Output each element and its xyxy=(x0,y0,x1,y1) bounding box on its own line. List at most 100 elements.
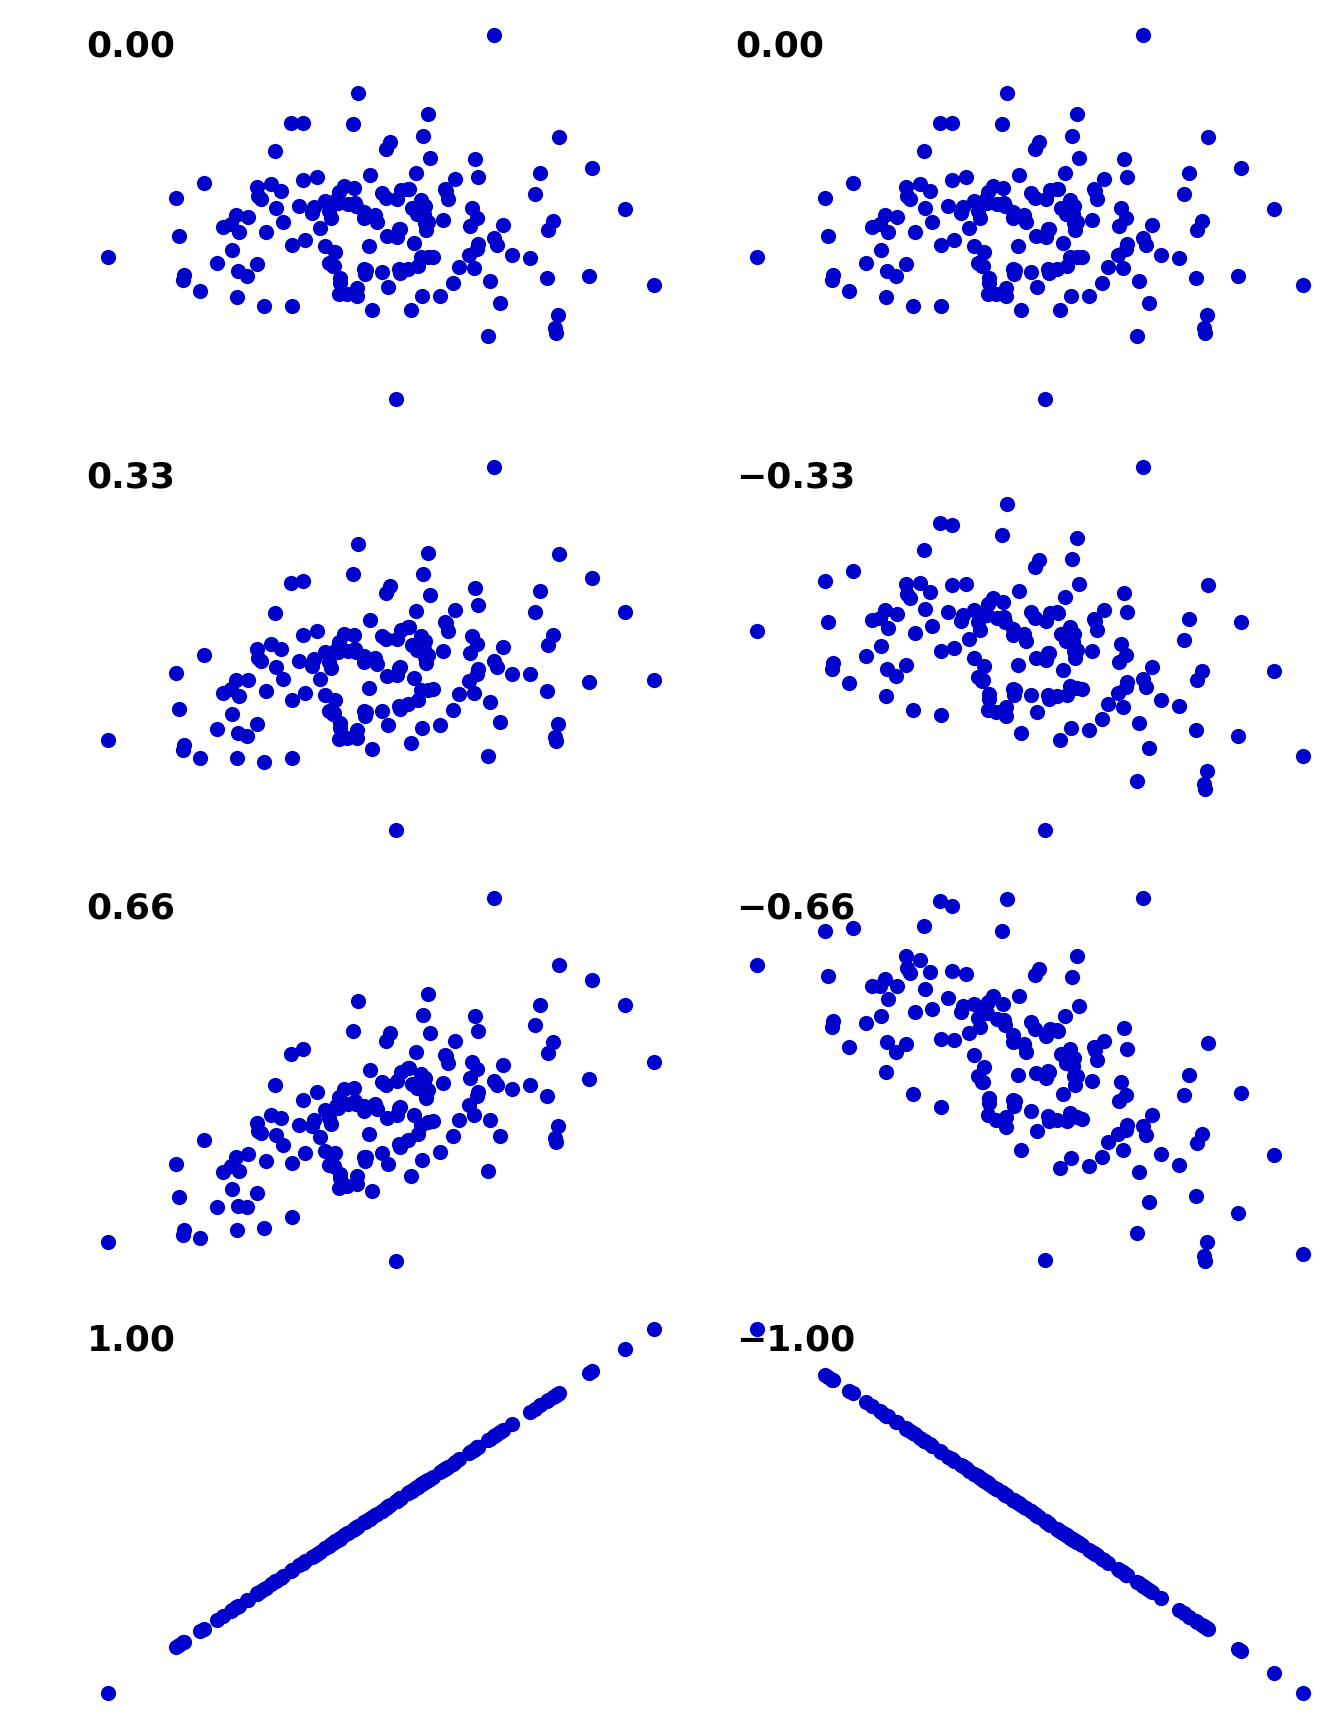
Point xyxy=(253,1576,274,1604)
Point xyxy=(281,1204,302,1232)
Point xyxy=(995,1011,1016,1039)
Point xyxy=(253,292,274,320)
Point xyxy=(930,1094,952,1121)
Point xyxy=(746,244,767,271)
Point xyxy=(484,1422,505,1450)
Point xyxy=(359,607,380,634)
Point xyxy=(969,1464,991,1491)
Point xyxy=(1028,956,1050,983)
Point xyxy=(1083,605,1105,632)
Point xyxy=(237,722,258,750)
Point xyxy=(293,1085,314,1113)
Point xyxy=(992,990,1013,1018)
Point xyxy=(1004,261,1025,289)
Point xyxy=(319,1531,340,1559)
Point xyxy=(996,702,1017,729)
Point xyxy=(884,1408,906,1436)
Point xyxy=(1293,1241,1314,1268)
Point xyxy=(482,648,504,676)
Point xyxy=(996,275,1017,302)
Point xyxy=(1066,1063,1087,1090)
Point xyxy=(487,653,508,681)
Point xyxy=(289,1111,310,1139)
Point xyxy=(548,952,570,980)
Point xyxy=(876,1028,898,1056)
Point xyxy=(868,605,890,632)
Text: −1.00: −1.00 xyxy=(735,1324,855,1356)
Point xyxy=(259,1102,281,1130)
Point xyxy=(1083,608,1105,636)
Point xyxy=(914,1427,935,1455)
Point xyxy=(460,1438,481,1465)
Point xyxy=(1011,719,1032,746)
Point xyxy=(1179,159,1200,187)
Point xyxy=(501,242,523,270)
Point xyxy=(265,1121,286,1149)
Point xyxy=(273,1562,294,1590)
Point xyxy=(986,1006,1008,1033)
Point xyxy=(1196,1229,1218,1256)
Point xyxy=(817,962,839,990)
Point xyxy=(909,945,930,973)
Point xyxy=(388,1486,410,1514)
Point xyxy=(247,181,269,209)
Point xyxy=(875,964,896,992)
Point xyxy=(97,244,118,271)
Point xyxy=(466,1082,488,1109)
Point xyxy=(578,1066,599,1094)
Point xyxy=(341,111,363,138)
Point xyxy=(966,664,988,691)
Point xyxy=(320,204,341,232)
Point xyxy=(973,1467,995,1495)
Point xyxy=(1046,175,1067,202)
Point xyxy=(246,636,267,664)
Point xyxy=(405,598,426,626)
Point xyxy=(1066,636,1087,664)
Point xyxy=(942,166,964,194)
Point xyxy=(190,745,211,772)
Point xyxy=(355,256,376,283)
Point xyxy=(484,885,505,912)
Point xyxy=(259,1571,281,1598)
Point xyxy=(194,1127,215,1154)
Point xyxy=(314,1137,336,1165)
Point xyxy=(461,1049,482,1077)
Point xyxy=(281,745,302,772)
Point xyxy=(868,209,890,237)
Point xyxy=(1173,626,1195,653)
Point xyxy=(206,1192,227,1220)
Point xyxy=(437,1049,458,1077)
Point xyxy=(919,176,941,204)
Point xyxy=(97,1229,118,1256)
Point xyxy=(878,1403,899,1431)
Point xyxy=(222,237,243,264)
Point xyxy=(309,665,331,693)
Point xyxy=(190,276,211,304)
Point xyxy=(386,385,407,413)
Point xyxy=(398,1054,419,1082)
Point xyxy=(1020,598,1042,626)
Point xyxy=(1136,232,1157,259)
Point xyxy=(914,976,935,1004)
Point xyxy=(347,1514,368,1541)
Point xyxy=(958,1457,980,1484)
Point xyxy=(468,230,489,257)
Point xyxy=(414,209,435,237)
Point xyxy=(1054,1521,1075,1548)
Point xyxy=(1063,1044,1085,1071)
Point xyxy=(347,724,368,752)
Point xyxy=(1007,1061,1028,1089)
Point xyxy=(921,209,942,237)
Point xyxy=(919,1431,941,1458)
Point xyxy=(388,1130,410,1158)
Point xyxy=(614,598,636,626)
Point xyxy=(938,1443,960,1471)
Point xyxy=(406,632,427,660)
Point xyxy=(227,1192,249,1220)
Point xyxy=(544,1382,566,1410)
Point xyxy=(402,632,423,660)
Point xyxy=(817,223,839,251)
Point xyxy=(325,238,347,266)
Point xyxy=(489,1419,511,1446)
Point xyxy=(228,1158,250,1185)
